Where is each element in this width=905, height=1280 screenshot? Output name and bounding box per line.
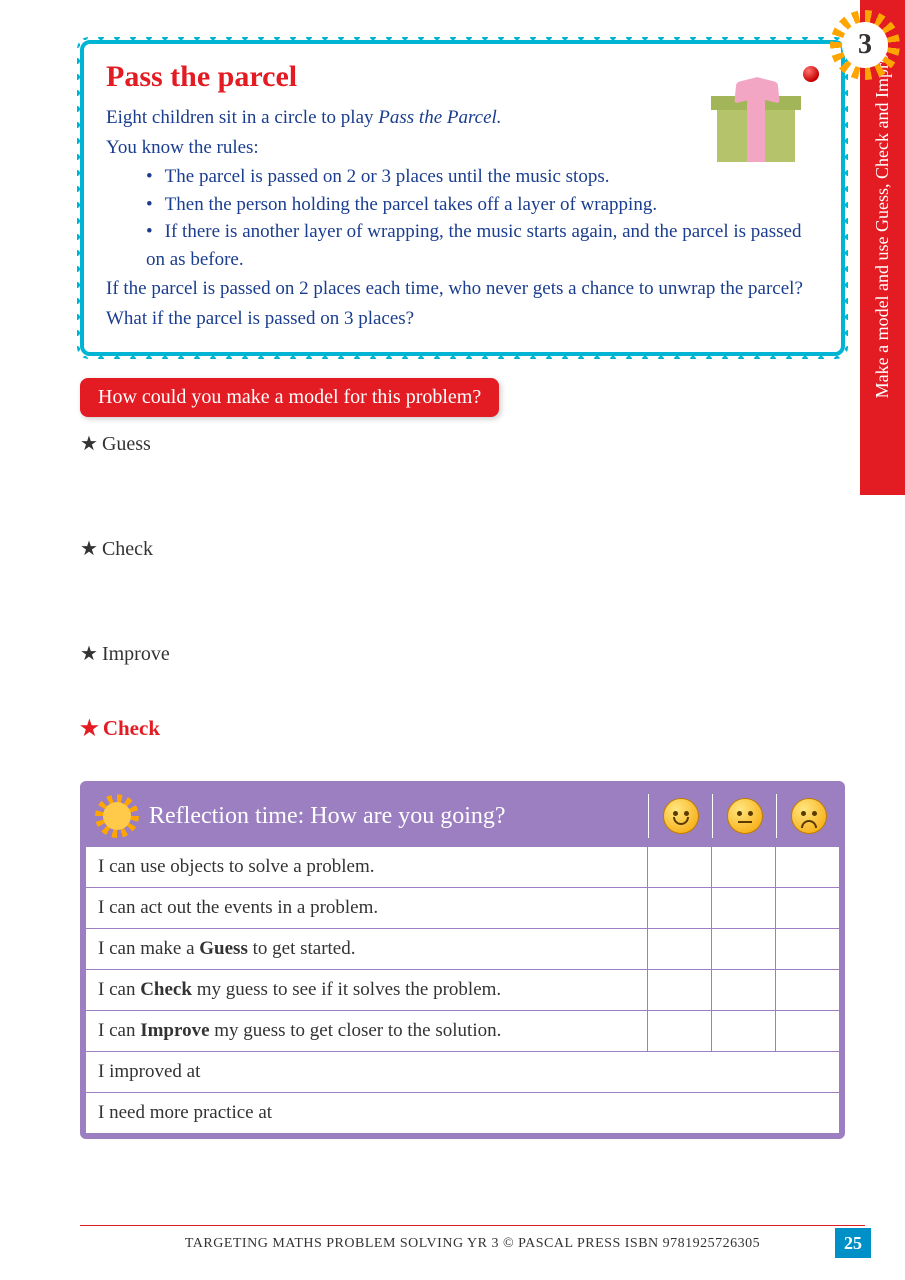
open-row[interactable]: I need more practice at [86, 1093, 840, 1134]
page-number: 25 [835, 1228, 871, 1258]
row-text: I can make a [98, 938, 199, 959]
emoji-sad-icon [776, 794, 840, 838]
guess-step: ★Guess [80, 431, 845, 456]
check-cell[interactable] [776, 888, 840, 929]
intro-text: Eight children sit in a circle to play [106, 107, 378, 128]
check-cell[interactable] [648, 970, 712, 1011]
check-cell[interactable] [648, 929, 712, 970]
row-text: I can [98, 1020, 140, 1041]
emoji-happy-icon [648, 794, 712, 838]
emoji-neutral-icon [712, 794, 776, 838]
footer-text: TARGETING MATHS PROBLEM SOLVING YR 3 © P… [80, 1225, 865, 1252]
sun-icon [95, 794, 139, 838]
final-check-label: Check [103, 716, 160, 740]
intro-italic: Pass the Parcel. [378, 107, 501, 128]
check-cell[interactable] [712, 1011, 776, 1052]
open-row[interactable]: I improved at [86, 1052, 840, 1093]
question-1: If the parcel is passed on 2 places each… [106, 275, 819, 303]
rule-item: Then the person holding the parcel takes… [146, 191, 819, 219]
footer: TARGETING MATHS PROBLEM SOLVING YR 3 © P… [0, 1225, 905, 1252]
row-text: to get started. [248, 938, 356, 959]
reflection-box: Reflection time: How are you going? I ca… [80, 781, 845, 1139]
rule-item: The parcel is passed on 2 or 3 places un… [146, 163, 819, 191]
table-row: I can Check my guess to see if it solves… [86, 970, 840, 1011]
row-bold: Check [140, 979, 192, 1000]
improve-label: Improve [102, 643, 170, 665]
row-bold: Guess [199, 938, 248, 959]
check-cell[interactable] [648, 888, 712, 929]
reflection-table: I can use objects to solve a problem. I … [85, 846, 840, 1134]
problem-box: Pass the parcel Eight children sit in a … [80, 40, 845, 356]
check-cell[interactable] [712, 970, 776, 1011]
reflection-title: Reflection time: How are you going? [149, 803, 648, 830]
row-text: I can [98, 979, 140, 1000]
check-cell[interactable] [712, 847, 776, 888]
table-row: I improved at [86, 1052, 840, 1093]
red-ball-icon [803, 66, 819, 82]
model-prompt: How could you make a model for this prob… [80, 378, 499, 417]
check-cell[interactable] [776, 847, 840, 888]
check-label: Check [102, 538, 153, 560]
improve-step: ★Improve [80, 641, 845, 666]
row-text: my guess to get closer to the solution. [210, 1020, 502, 1041]
table-row: I can make a Guess to get started. [86, 929, 840, 970]
check-cell[interactable] [776, 970, 840, 1011]
row-text: I can use objects to solve a problem. [98, 856, 374, 877]
check-cell[interactable] [712, 929, 776, 970]
row-text: my guess to see if it solves the problem… [192, 979, 501, 1000]
table-row: I need more practice at [86, 1093, 840, 1134]
row-text: I can act out the events in a problem. [98, 897, 378, 918]
row-bold: Improve [140, 1020, 209, 1041]
unit-number: 3 [842, 22, 888, 68]
check-cell[interactable] [776, 929, 840, 970]
table-row: I can use objects to solve a problem. [86, 847, 840, 888]
table-row: I can Improve my guess to get closer to … [86, 1011, 840, 1052]
question-2: What if the parcel is passed on 3 places… [106, 305, 819, 333]
gift-icon [711, 84, 801, 164]
guess-label: Guess [102, 433, 151, 455]
check-cell[interactable] [776, 1011, 840, 1052]
final-check: ★Check [80, 716, 845, 741]
check-cell[interactable] [712, 888, 776, 929]
check-step: ★Check [80, 536, 845, 561]
rule-item: If there is another layer of wrapping, t… [146, 218, 819, 273]
reflection-header: Reflection time: How are you going? [85, 786, 840, 846]
unit-number-sun: 3 [830, 10, 900, 80]
table-row: I can act out the events in a problem. [86, 888, 840, 929]
check-cell[interactable] [648, 1011, 712, 1052]
check-cell[interactable] [648, 847, 712, 888]
rules-list: The parcel is passed on 2 or 3 places un… [106, 163, 819, 273]
